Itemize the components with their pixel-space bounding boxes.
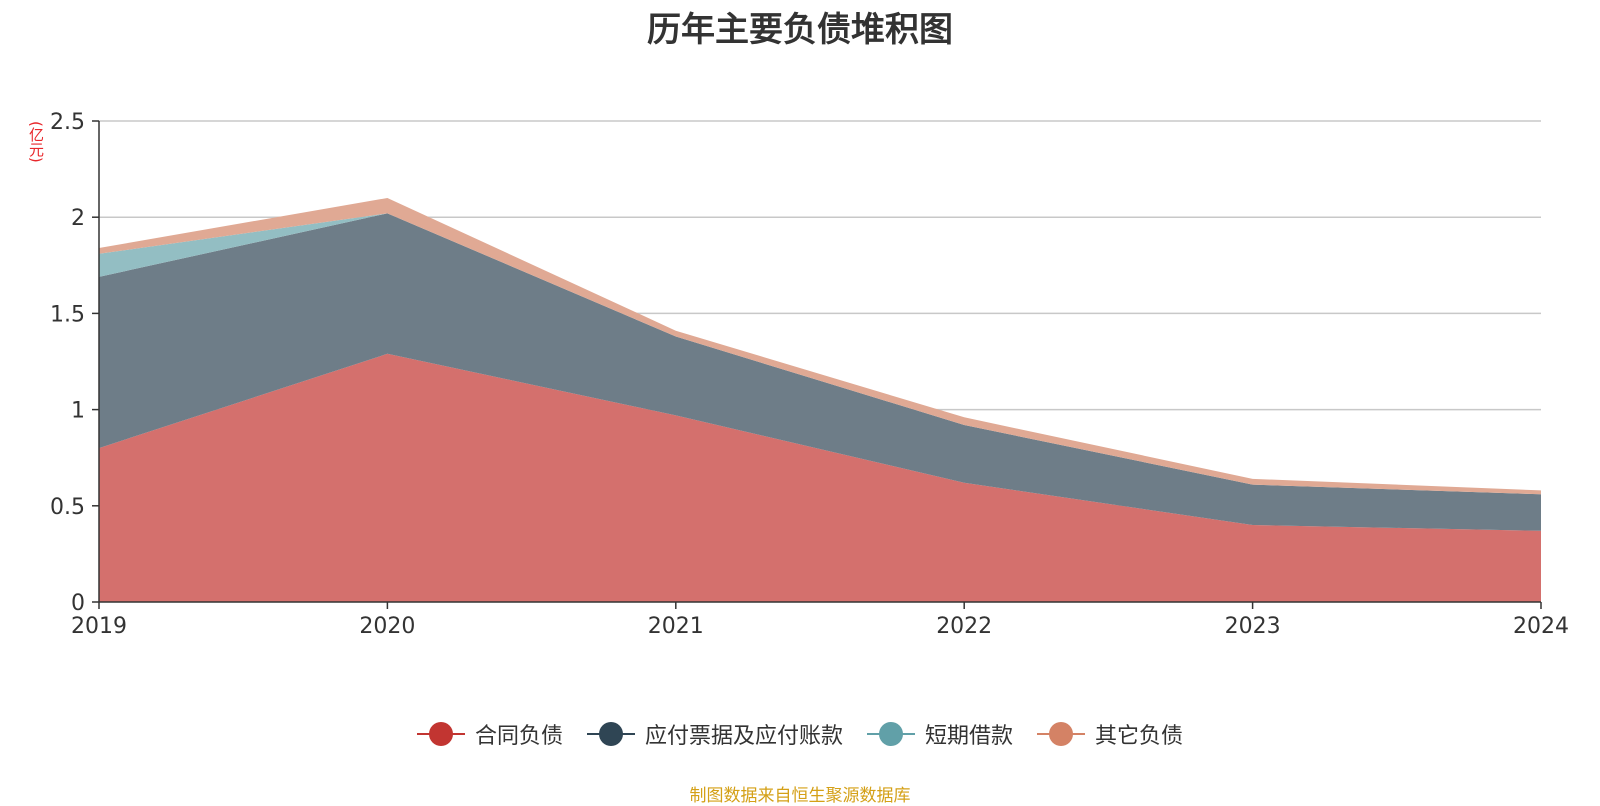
data-source-note: 制图数据来自恒生聚源数据库 [689,786,911,806]
stacked-area-chart: 0 0.5 1 1.5 2 2.5 2019 2020 2021 2022 2023 2024 [50,110,1569,639]
y-tick-label: 2 [71,206,85,231]
legend-label: 其它负债 [1095,724,1184,749]
area-4 [99,197,1541,495]
y-tick-label: 2.5 [50,110,85,135]
legend-item[interactable]: 应付票据及应付账款 [586,718,843,750]
y-tick-label: 1.5 [50,302,85,327]
legend-marker-icon [867,721,915,747]
area-series [99,197,1541,602]
legend-item[interactable]: 短期借款 [867,718,1013,750]
legend-label: 短期借款 [925,724,1014,749]
y-tick-label: 0.5 [50,495,85,520]
y-axis-unit-label: (亿元) [27,121,45,163]
x-tick-label: 2023 [1225,614,1281,639]
x-tick-label: 2022 [936,614,992,639]
chart-title: 历年主要负债堆积图 [647,10,953,50]
legend-label: 应付票据及应付账款 [644,724,843,749]
legend-marker-icon [416,721,465,747]
chart-legend: 合同负债 应付票据及应付账款 短期借款 其它负债 [0,718,1600,750]
y-tick-label: 1 [71,399,85,424]
y-tick-label: 0 [71,591,85,616]
legend-label: 合同负债 [474,724,563,749]
x-tick-label: 2024 [1513,614,1569,639]
legend-item[interactable]: 合同负债 [416,718,563,750]
area-2 [99,213,1541,531]
area-1 [99,353,1541,602]
legend-marker-icon [586,721,635,747]
x-tick-label: 2021 [648,614,704,639]
legend-marker-icon [1037,721,1086,747]
area-3 [99,213,1541,495]
legend-item[interactable]: 其它负债 [1037,718,1183,750]
x-tick-label: 2019 [71,614,127,639]
x-tick-label: 2020 [359,614,415,639]
axes: 0 0.5 1 1.5 2 2.5 2019 2020 2021 2022 2023 2024 [50,110,1569,639]
